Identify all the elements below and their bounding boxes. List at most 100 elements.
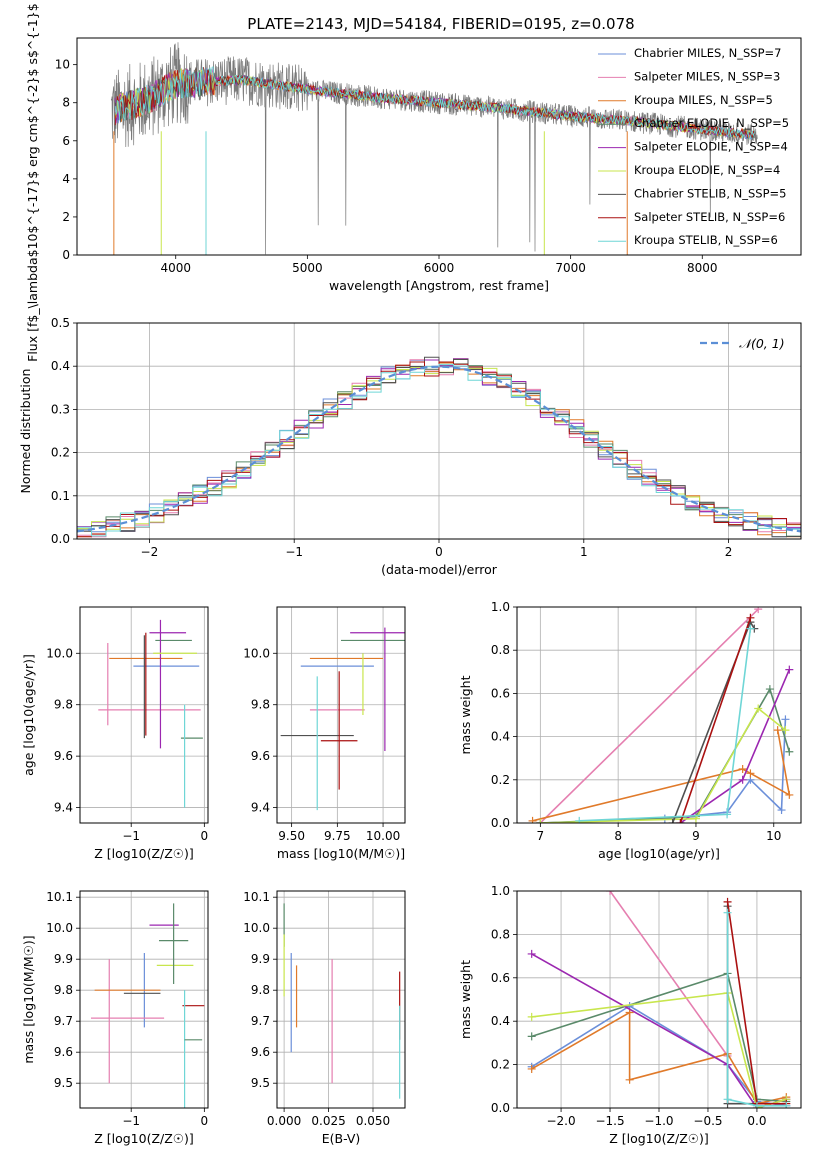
x-tick-label: 10.00	[366, 829, 400, 843]
y-tick-label: 9.6	[54, 749, 73, 763]
y-tick-label: 0.4	[491, 730, 510, 744]
legend-entry: Kroupa STELIB, N_SSP=6	[634, 233, 778, 247]
mass-weight-line	[539, 608, 759, 823]
data-point-marker	[752, 1101, 761, 1108]
x-tick-label: 1	[580, 545, 588, 559]
legend-entry: Kroupa MILES, N_SSP=5	[634, 93, 773, 107]
y-tick-label: 10.0	[243, 921, 270, 935]
legend-entry: Salpeter MILES, N_SSP=3	[634, 69, 780, 83]
y-tick-label: 9.9	[54, 952, 73, 966]
data-point-marker	[773, 726, 782, 735]
x-tick-label: −1	[122, 829, 140, 843]
y-tick-label: 9.8	[251, 698, 270, 712]
y-tick-label: 9.6	[251, 749, 270, 763]
data-point-marker	[575, 816, 584, 823]
y-tick-label: 9.8	[54, 983, 73, 997]
data-point-marker	[785, 747, 794, 756]
x-tick-label: 0.000	[267, 1114, 301, 1128]
data-point-marker	[723, 810, 732, 819]
legend-entry: Salpeter STELIB, N_SSP=6	[634, 210, 785, 224]
axes-frame	[79, 606, 209, 824]
x-tick-label: 0	[201, 829, 209, 843]
x-tick-label: 0.050	[356, 1114, 390, 1128]
y-tick-label: 9.5	[251, 1076, 270, 1090]
mass-weight-line	[531, 1011, 787, 1105]
x-tick-label: −2.0	[546, 1114, 575, 1128]
y-tick-label: 2	[62, 210, 70, 224]
data-point-marker	[746, 769, 755, 778]
mass-weight-line	[540, 719, 787, 823]
data-point-marker	[528, 816, 537, 823]
y-tick-label: 9.4	[251, 801, 270, 815]
y-tick-label: 0.8	[491, 927, 510, 941]
y-tick-label: 9.5	[54, 1076, 73, 1090]
y-tick-label: 0.6	[491, 686, 510, 700]
y-tick-label: 10.0	[46, 646, 73, 660]
x-tick-label: −1.5	[595, 1114, 624, 1128]
x-tick-label: 7	[537, 829, 545, 843]
data-point-marker	[785, 790, 794, 799]
y-tick-label: 9.9	[251, 952, 270, 966]
y-tick-label: 0.3	[51, 402, 70, 416]
data-point-marker	[527, 1012, 536, 1021]
y-tick-label: 10	[55, 58, 70, 72]
data-point-marker	[782, 1101, 791, 1108]
x-tick-label: −1.0	[644, 1114, 673, 1128]
y-tick-label: 0.8	[491, 643, 510, 657]
residual-histogram	[77, 363, 801, 537]
y-tick-label: 1.0	[491, 884, 510, 898]
mass-weight-line	[609, 891, 729, 1057]
x-axis-label: Z [log10(Z/Z☉)]	[609, 1131, 709, 1146]
axes-frame	[79, 890, 209, 1109]
data-point-marker	[765, 685, 774, 694]
x-axis-label: (data-model)/error	[381, 562, 498, 577]
x-tick-label: 8	[614, 829, 622, 843]
model-spectrum	[114, 66, 755, 140]
mass-weight-line	[540, 707, 786, 823]
x-tick-label: 9.50	[278, 829, 305, 843]
axes-frame	[276, 606, 406, 824]
data-point-marker	[625, 1075, 634, 1084]
data-point-marker	[777, 806, 786, 815]
legend-entry: Chabrier MILES, N_SSP=7	[634, 46, 781, 60]
y-tick-label: 0.0	[51, 532, 70, 546]
legend-entry: Chabrier ELODIE, N_SSP=5	[634, 116, 789, 130]
data-point-marker	[527, 1032, 536, 1041]
data-point-marker	[723, 1095, 732, 1104]
y-tick-label: 0.6	[491, 971, 510, 985]
x-axis-label: Z [log10(Z/Z☉)]	[94, 1131, 194, 1146]
data-point-marker	[527, 1064, 536, 1073]
y-axis-label: Flux [f$_\lambda$10$^{-17}$ erg cm$^{-2}…	[25, 0, 40, 362]
y-tick-label: 10.1	[46, 890, 73, 904]
legend-entry: Salpeter ELODIE, N_SSP=4	[634, 140, 788, 154]
y-axis-label: mass weight	[458, 675, 473, 754]
y-tick-label: 0.2	[51, 446, 70, 460]
x-tick-label: 8000	[687, 261, 718, 275]
figure-title: PLATE=2143, MJD=54184, FIBERID=0195, z=0…	[247, 15, 634, 33]
axes-frame	[276, 890, 406, 1109]
y-tick-label: 4	[62, 172, 70, 186]
axes-frame	[76, 322, 802, 540]
x-tick-label: 7000	[555, 261, 586, 275]
y-tick-label: 9.6	[251, 1045, 270, 1059]
data-point-marker	[746, 624, 755, 633]
x-tick-label: −2	[141, 545, 159, 559]
y-tick-label: 0.4	[491, 1014, 510, 1028]
axes-frame	[516, 890, 802, 1109]
y-axis-label: mass weight	[458, 960, 473, 1039]
axes-frame	[76, 37, 802, 256]
x-axis-label: E(B-V)	[322, 1131, 361, 1146]
data-point-marker	[738, 765, 747, 773]
x-tick-label: −1	[122, 1114, 140, 1128]
data-point-marker	[754, 704, 763, 713]
x-tick-label: 0.0	[747, 1114, 766, 1128]
y-tick-label: 9.7	[251, 1014, 270, 1028]
y-tick-label: 10.0	[46, 921, 73, 935]
y-axis-label: age [log10(age/yr)]	[21, 654, 36, 776]
axes-frame	[516, 606, 802, 824]
y-tick-label: 0.2	[491, 773, 510, 787]
data-point-marker	[668, 819, 677, 823]
legend-entry: 𝒩(0, 1)	[739, 336, 785, 351]
y-tick-label: 6	[62, 134, 70, 148]
